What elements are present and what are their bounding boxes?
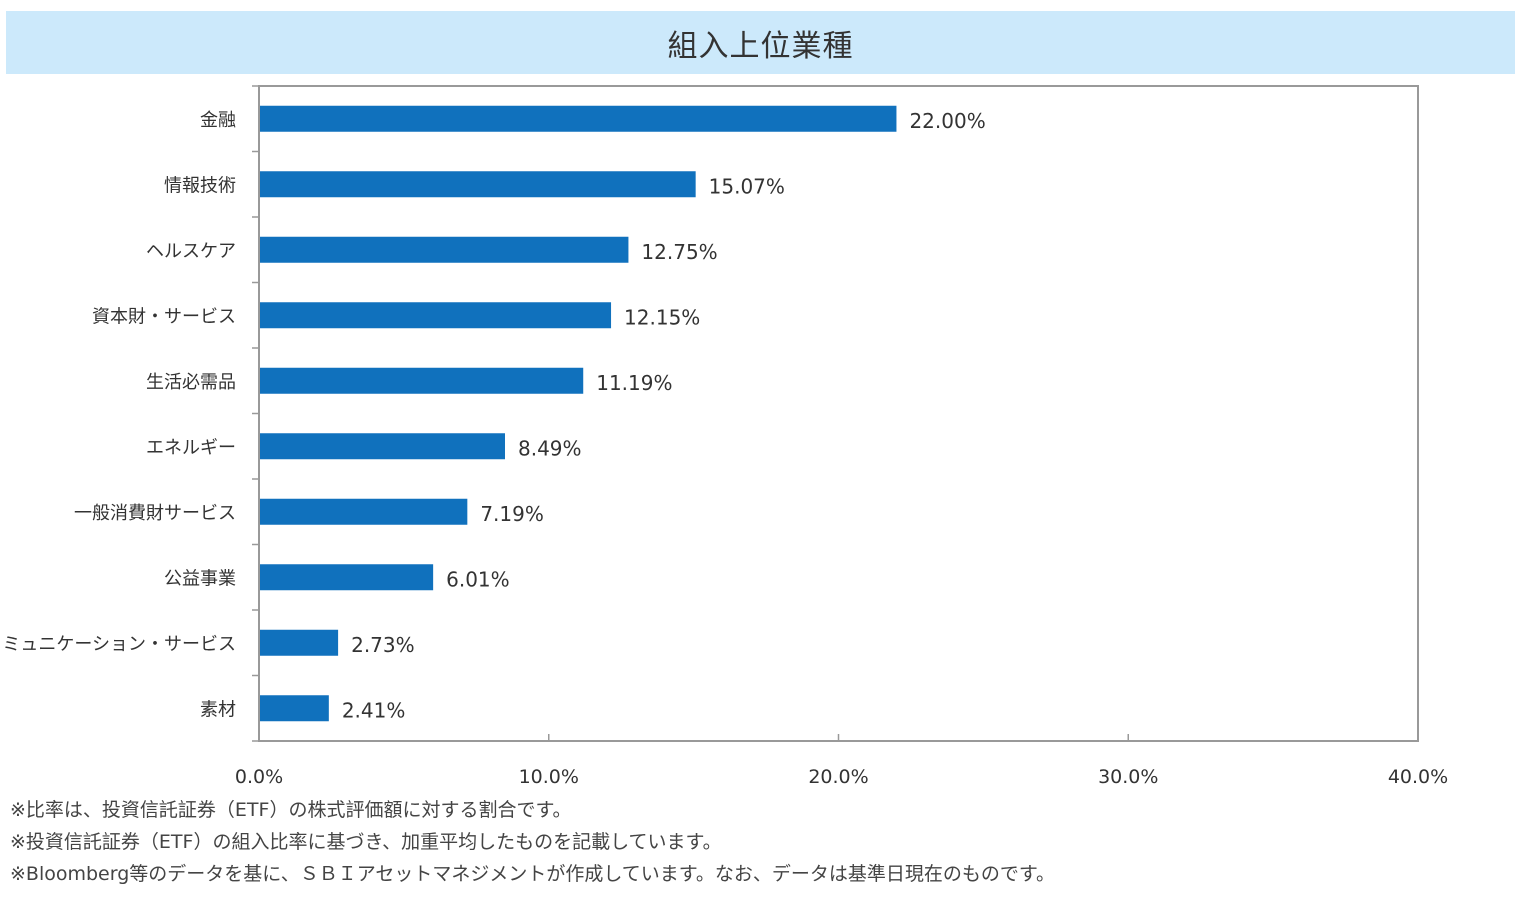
category-label: 情報技術 bbox=[164, 175, 236, 196]
footnote: ※Bloomberg等のデータを基に、ＳＢＩアセットマネジメントが作成しています… bbox=[10, 863, 1055, 885]
x-tick-label: 10.0% bbox=[519, 766, 579, 788]
footnote: ※投資信託証券（ETF）の組入比率に基づき、加重平均したものを記載しています。 bbox=[10, 831, 722, 853]
category-label: エネルギー bbox=[146, 437, 236, 458]
x-tick-label: 40.0% bbox=[1388, 766, 1448, 788]
x-tick-label: 0.0% bbox=[235, 766, 283, 788]
bar bbox=[260, 629, 339, 656]
category-label: ヘルスケア bbox=[146, 241, 236, 262]
category-label: 素材 bbox=[200, 699, 236, 720]
category-label: 公益事業 bbox=[164, 568, 236, 589]
data-label: 12.75% bbox=[641, 240, 717, 264]
data-label: 22.00% bbox=[909, 109, 985, 133]
footnote: ※比率は、投資信託証券（ETF）の株式評価額に対する割合です。 bbox=[10, 799, 572, 821]
data-label: 2.41% bbox=[342, 698, 406, 722]
bar bbox=[260, 302, 612, 329]
category-label: 資本財・サービス bbox=[92, 306, 236, 327]
data-label: 11.19% bbox=[596, 371, 672, 395]
bar bbox=[260, 105, 897, 132]
bar bbox=[260, 171, 696, 198]
bar bbox=[260, 695, 329, 722]
footnotes: ※比率は、投資信託証券（ETF）の株式評価額に対する割合です。 ※投資信託証券（… bbox=[10, 794, 1055, 890]
category-label: 一般消費財サービス bbox=[74, 503, 236, 524]
bar bbox=[260, 498, 468, 525]
data-label: 15.07% bbox=[709, 174, 785, 198]
category-label: コミュニケーション・サービス bbox=[0, 634, 236, 655]
data-label: 8.49% bbox=[518, 436, 582, 460]
category-label: 金融 bbox=[200, 110, 236, 131]
data-label: 6.01% bbox=[446, 567, 510, 591]
category-label: 生活必需品 bbox=[146, 372, 236, 393]
data-label: 2.73% bbox=[351, 633, 415, 657]
data-label: 12.15% bbox=[624, 305, 700, 329]
bar bbox=[260, 236, 629, 263]
x-tick-label: 30.0% bbox=[1098, 766, 1158, 788]
bar bbox=[260, 564, 434, 591]
x-tick-label: 20.0% bbox=[808, 766, 868, 788]
bar bbox=[260, 367, 584, 394]
bar bbox=[260, 433, 505, 460]
chart-title: 組入上位業種 bbox=[6, 11, 1515, 74]
data-label: 7.19% bbox=[480, 502, 544, 526]
